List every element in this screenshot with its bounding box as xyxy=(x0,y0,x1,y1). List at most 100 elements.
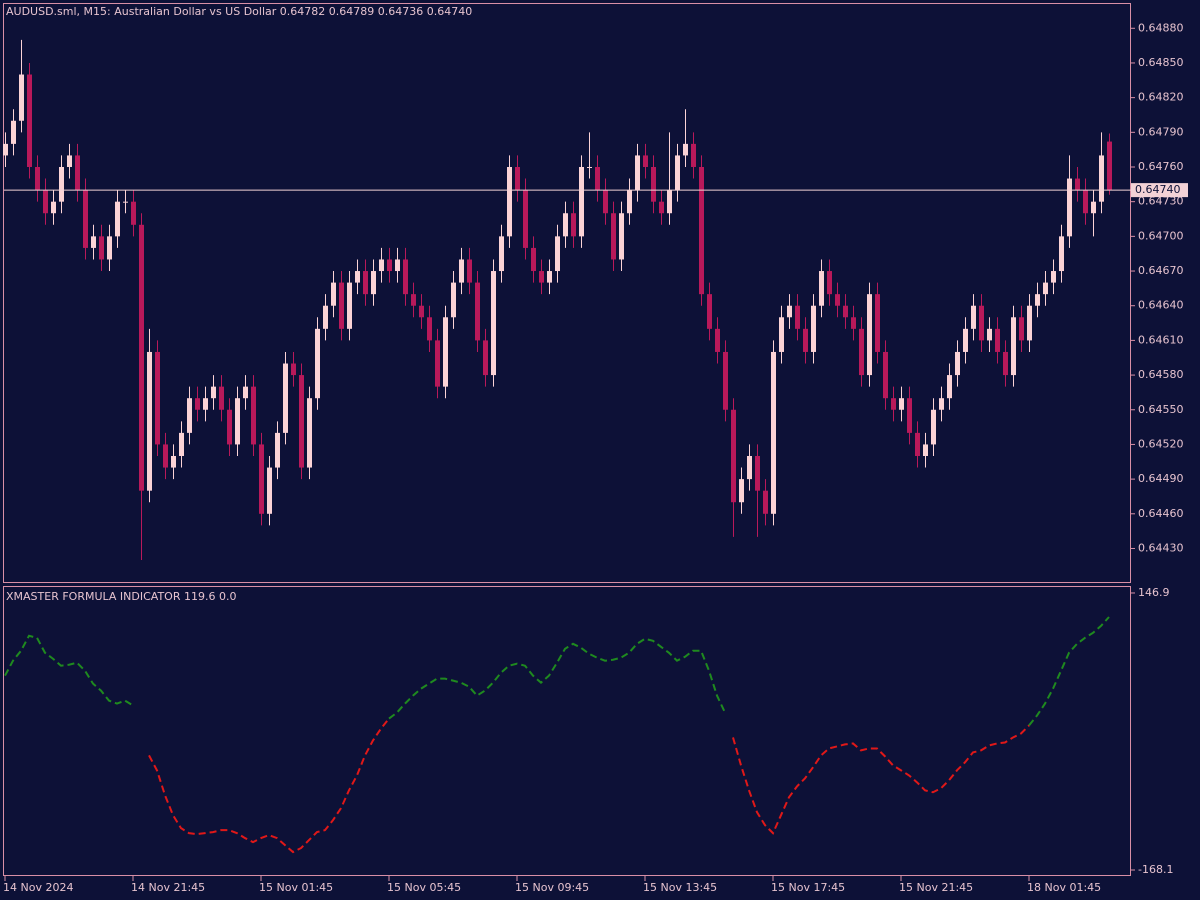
candle-body xyxy=(1107,141,1112,191)
candle-body xyxy=(203,398,208,410)
candle-body xyxy=(859,328,864,376)
candle-body xyxy=(835,294,840,306)
y-tick-label: 0.64790 xyxy=(1138,125,1184,138)
candle-body xyxy=(867,294,872,376)
last-price-label: 0.64740 xyxy=(1135,183,1181,196)
candle-body xyxy=(507,166,512,237)
candle-body xyxy=(1019,317,1024,341)
candle-body xyxy=(163,444,168,468)
candle-body xyxy=(787,305,792,318)
x-tick-label: 15 Nov 13:45 xyxy=(643,881,717,894)
candle-body xyxy=(435,340,440,387)
candle-body xyxy=(763,490,768,514)
candle-body xyxy=(691,143,696,167)
candle-body xyxy=(251,386,256,445)
candle-body xyxy=(931,409,936,445)
candle-body xyxy=(1035,294,1040,306)
x-tick-label: 15 Nov 21:45 xyxy=(899,881,973,894)
y-tick-label: -168.1 xyxy=(1138,863,1173,876)
candle-body xyxy=(427,317,432,341)
candle-body xyxy=(291,363,296,376)
candle-body xyxy=(51,201,56,214)
candle-body xyxy=(1091,201,1096,214)
candle-body xyxy=(611,213,616,260)
candle-body xyxy=(179,432,184,456)
candle-body xyxy=(555,236,560,272)
price-title: AUDUSD.sml, M15: Australian Dollar vs US… xyxy=(6,5,472,18)
y-tick-label: 0.64640 xyxy=(1138,299,1184,312)
candle-body xyxy=(1043,282,1048,295)
indicator-line xyxy=(4,616,1110,727)
candle-body xyxy=(731,409,736,503)
candle-body xyxy=(219,386,224,410)
candle-body xyxy=(843,305,848,318)
candle-body xyxy=(827,271,832,295)
candle-body xyxy=(779,317,784,352)
candle-body xyxy=(395,259,400,272)
candle-body xyxy=(683,143,688,156)
price-pane xyxy=(3,3,1131,583)
candle-body xyxy=(651,166,656,202)
candle-body xyxy=(107,236,112,260)
candle-body xyxy=(283,363,288,433)
candle-body xyxy=(1075,178,1080,191)
y-tick-label: 0.64430 xyxy=(1138,541,1184,554)
candle-body xyxy=(443,317,448,387)
candle-body xyxy=(139,224,144,491)
candle-body xyxy=(451,282,456,318)
candle-body xyxy=(323,305,328,329)
candle-body xyxy=(43,190,48,214)
candle-body xyxy=(603,190,608,214)
y-tick-label: 0.64730 xyxy=(1138,195,1184,208)
candle-body xyxy=(499,236,504,272)
candle-body xyxy=(91,236,96,248)
candle-body xyxy=(115,201,120,237)
candle-body xyxy=(587,166,592,168)
indicator-pane xyxy=(3,586,1131,876)
candle-body xyxy=(419,305,424,318)
candle-body xyxy=(659,201,664,214)
candle-body xyxy=(1051,271,1056,283)
candle-body xyxy=(899,398,904,410)
candle-body xyxy=(1059,236,1064,272)
y-tick-label: 0.64550 xyxy=(1138,403,1184,416)
y-tick-label: 146.9 xyxy=(1138,586,1170,599)
candle-body xyxy=(75,155,80,191)
candle-body xyxy=(363,271,368,295)
candle-body xyxy=(147,351,152,491)
x-tick-label: 14 Nov 2024 xyxy=(3,881,73,894)
candle-body xyxy=(1003,351,1008,376)
y-tick-label: 0.64460 xyxy=(1138,507,1184,520)
candle-body xyxy=(171,455,176,468)
candle-body xyxy=(627,190,632,214)
candle-body xyxy=(595,166,600,191)
candle-body xyxy=(803,328,808,352)
candle-body xyxy=(811,305,816,352)
x-tick-label: 15 Nov 05:45 xyxy=(387,881,461,894)
candle-body xyxy=(1099,155,1104,202)
candle-body xyxy=(411,294,416,306)
candle-body xyxy=(1083,190,1088,214)
candle-body xyxy=(187,398,192,433)
candle-body xyxy=(747,455,752,480)
candle-body xyxy=(795,305,800,329)
candle-body xyxy=(379,259,384,272)
candle-body xyxy=(235,398,240,445)
candle-body xyxy=(939,398,944,410)
x-tick-label: 18 Nov 01:45 xyxy=(1027,881,1101,894)
candle-body xyxy=(403,259,408,295)
candle-body xyxy=(771,351,776,514)
y-tick-label: 0.64670 xyxy=(1138,264,1184,277)
candle-body xyxy=(155,351,160,445)
candle-body xyxy=(547,271,552,283)
y-tick-label: 0.64580 xyxy=(1138,368,1184,381)
candle-body xyxy=(963,328,968,352)
last-price-tag xyxy=(1131,183,1188,198)
candle-body xyxy=(947,375,952,399)
candle-body xyxy=(483,340,488,376)
candle-body xyxy=(27,74,32,167)
y-tick-label: 0.64760 xyxy=(1138,160,1184,173)
candle-body xyxy=(699,166,704,295)
candle-body xyxy=(243,386,248,399)
